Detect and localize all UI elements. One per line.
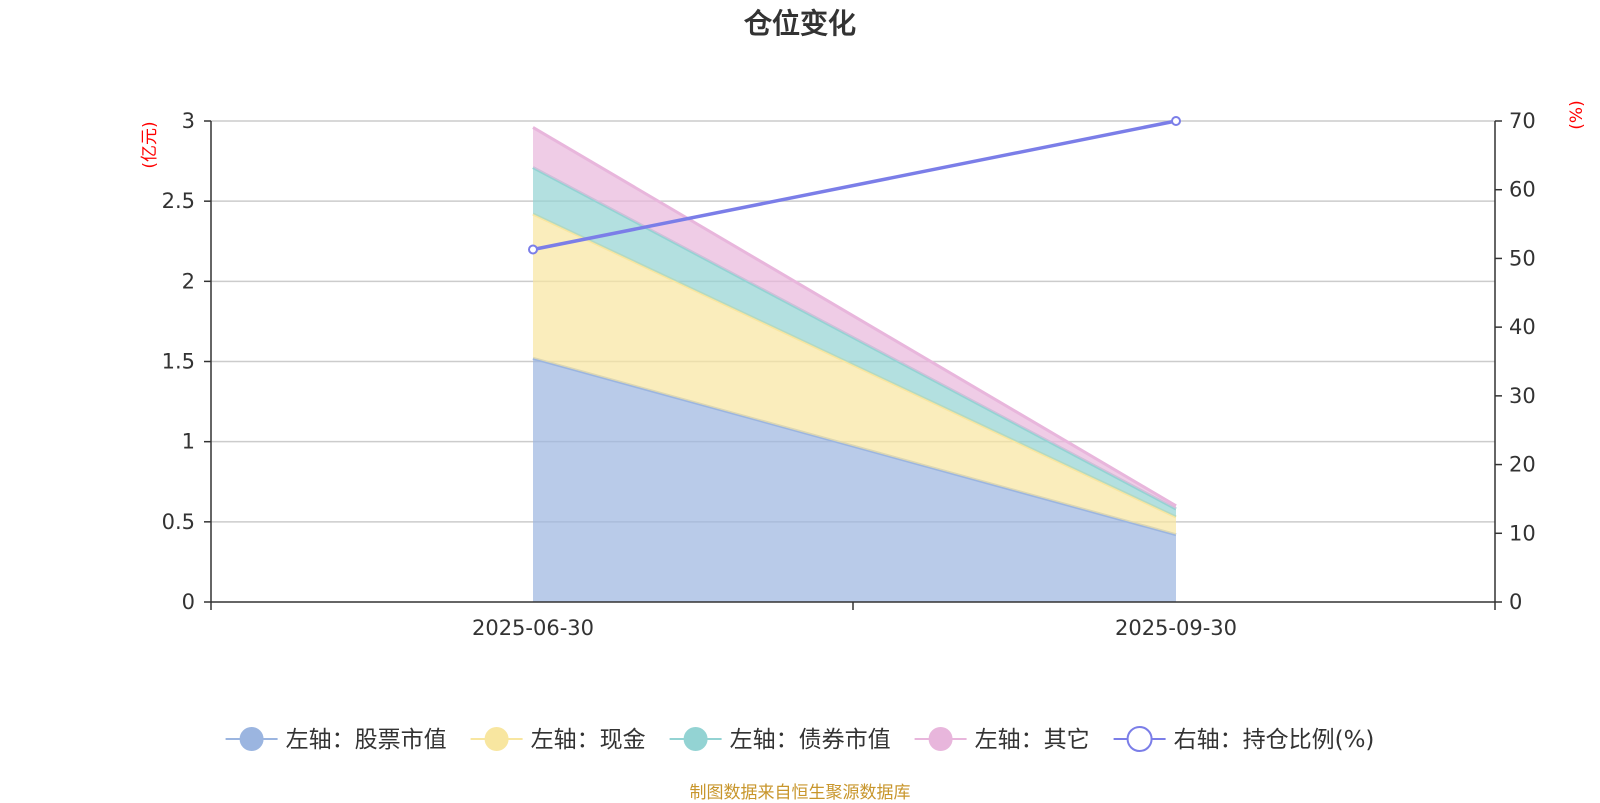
legend-marker-circle bbox=[239, 727, 264, 751]
legend-marker-circle bbox=[928, 727, 953, 751]
right-axis-tick-label: 10 bbox=[1509, 521, 1536, 545]
stacked-areas bbox=[532, 126, 1177, 602]
legend-label: 左轴：股票市值 bbox=[286, 727, 447, 753]
right-axis-tick-label: 40 bbox=[1509, 315, 1536, 339]
ratio-point[interactable] bbox=[1171, 116, 1181, 126]
left-axis-unit: (亿元) bbox=[140, 121, 160, 168]
left-axis-tick-label: 1 bbox=[182, 430, 195, 454]
legend-item-5[interactable]: 右轴：持仓比例(%) bbox=[1113, 726, 1375, 753]
legend-item-3[interactable]: 左轴：债券市值 bbox=[669, 727, 891, 753]
chart-title: 仓位变化 bbox=[743, 7, 856, 40]
area-series-2 bbox=[533, 213, 1176, 535]
area-series-3 bbox=[533, 167, 1176, 518]
right-axis-tick-label: 70 bbox=[1509, 109, 1536, 133]
legend-marker-circle bbox=[683, 727, 708, 751]
legend-marker-circle bbox=[484, 727, 509, 751]
left-axis-tick-label: 2 bbox=[182, 269, 195, 293]
legend-marker-circle bbox=[1126, 726, 1153, 752]
legend[interactable]: 左轴：股票市值 左轴：现金 左轴：债券市值 左轴：其它 右轴：持仓比例(%) bbox=[225, 726, 1375, 753]
area-series-4-edge bbox=[532, 126, 1177, 508]
left-axis-tick-label: 3 bbox=[182, 109, 195, 133]
source-note: 制图数据来自恒生聚源数据库 bbox=[689, 783, 911, 803]
left-axis-tick-label: 0.5 bbox=[162, 510, 195, 534]
right-axis-tick-label: 0 bbox=[1509, 590, 1522, 614]
legend-label: 左轴：其它 bbox=[975, 727, 1090, 753]
right-axis-tick-label: 30 bbox=[1509, 384, 1536, 408]
legend-item-1[interactable]: 左轴：股票市值 bbox=[225, 727, 447, 753]
right-axis-unit: (%) bbox=[1567, 100, 1587, 129]
area-series-1 bbox=[533, 358, 1176, 602]
left-axis-tick-label: 2.5 bbox=[162, 189, 195, 213]
legend-label: 右轴：持仓比例(%) bbox=[1174, 727, 1375, 753]
left-axis-tick-label: 1.5 bbox=[162, 350, 195, 374]
right-axis-tick-label: 60 bbox=[1509, 178, 1536, 202]
ratio-line-series bbox=[528, 116, 1181, 255]
legend-item-4[interactable]: 左轴：其它 bbox=[914, 727, 1090, 753]
ratio-point[interactable] bbox=[528, 244, 538, 255]
left-axis-tick-label: 0 bbox=[182, 590, 195, 614]
right-axis-tick-label: 50 bbox=[1509, 246, 1536, 270]
legend-item-2[interactable]: 左轴：现金 bbox=[470, 727, 646, 753]
x-axis-category-label: 2025-06-30 bbox=[472, 616, 594, 640]
legend-label: 左轴：债券市值 bbox=[730, 727, 891, 753]
ratio-line bbox=[532, 119, 1177, 252]
right-axis-tick-label: 20 bbox=[1509, 453, 1536, 477]
legend-label: 左轴：现金 bbox=[531, 727, 646, 753]
x-axis-category-label: 2025-09-30 bbox=[1115, 616, 1237, 640]
